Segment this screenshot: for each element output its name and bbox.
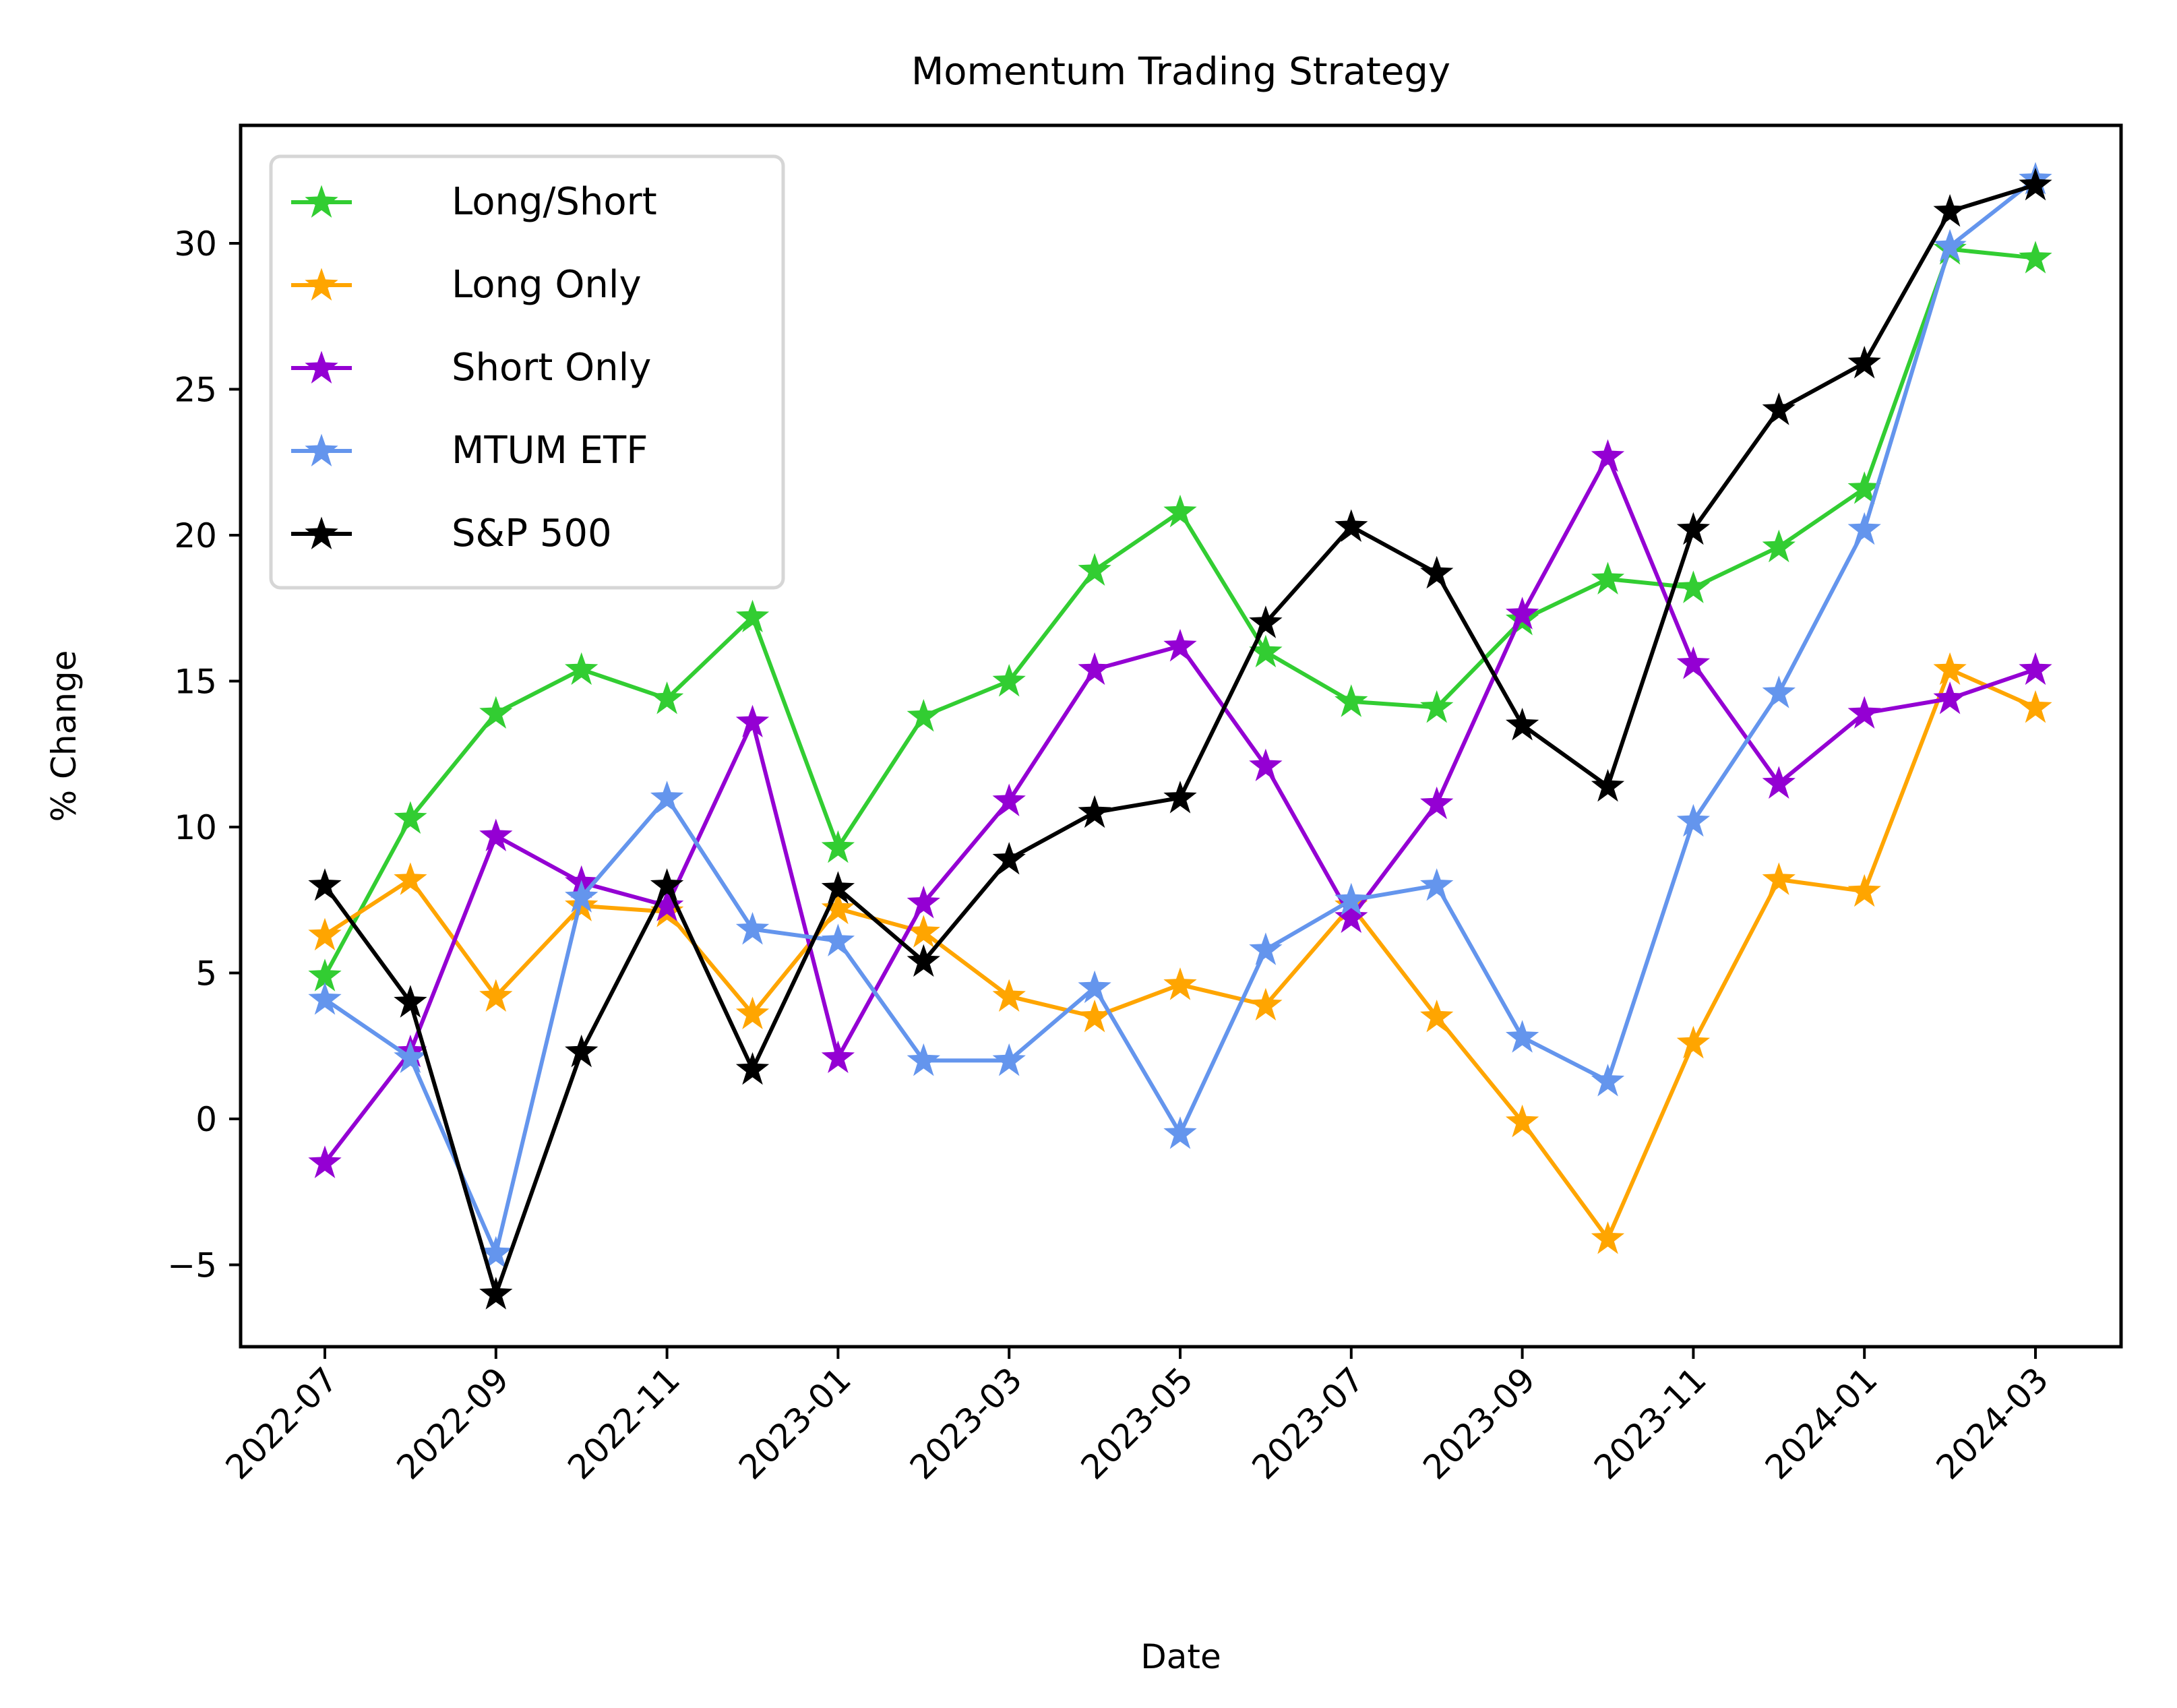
star-marker-icon xyxy=(1163,629,1197,662)
star-marker-icon xyxy=(907,699,940,732)
star-marker-icon xyxy=(992,979,1026,1012)
star-marker-icon xyxy=(1762,529,1796,563)
star-marker-icon xyxy=(1591,439,1625,472)
x-axis-label: Date xyxy=(1140,1637,1221,1676)
star-marker-icon xyxy=(565,1034,599,1068)
y-axis: −5 0 5 10 15 20 25 30 xyxy=(167,224,241,1285)
star-marker-icon xyxy=(1163,967,1197,1000)
series-s-p-500 xyxy=(308,167,2052,1310)
y-tick-label: 15 xyxy=(174,663,217,702)
star-marker-icon xyxy=(394,862,427,895)
star-marker-icon xyxy=(2019,690,2052,723)
series-line xyxy=(324,667,2037,1241)
star-marker-icon xyxy=(1933,652,1967,685)
x-tick-label: 2023-05 xyxy=(1074,1360,1201,1487)
y-axis-label: % Change xyxy=(44,650,84,822)
series-mtum-etf xyxy=(308,162,2052,1269)
legend-label: Long Only xyxy=(452,263,642,307)
star-marker-icon xyxy=(735,1051,770,1085)
legend-label: Long/Short xyxy=(452,180,657,224)
x-tick-label: 2022-11 xyxy=(560,1360,687,1487)
star-marker-icon xyxy=(1591,768,1625,802)
star-marker-icon xyxy=(1078,652,1111,685)
x-tick-label: 2022-09 xyxy=(390,1360,517,1487)
star-marker-icon xyxy=(308,868,342,901)
star-marker-icon xyxy=(1591,561,1625,594)
star-marker-icon xyxy=(1933,193,1967,227)
star-marker-icon xyxy=(1762,392,1796,425)
x-tick-label: 2022-07 xyxy=(218,1360,346,1487)
star-marker-icon xyxy=(1163,1116,1197,1149)
star-marker-icon xyxy=(1676,803,1711,837)
star-marker-icon xyxy=(2019,167,2052,201)
star-marker-icon xyxy=(1762,675,1796,708)
y-tick-label: 30 xyxy=(174,224,217,264)
x-tick-label: 2023-07 xyxy=(1245,1360,1372,1487)
star-marker-icon xyxy=(735,704,770,738)
x-tick-label: 2023-09 xyxy=(1415,1360,1543,1487)
star-marker-icon xyxy=(565,652,599,685)
star-marker-icon xyxy=(308,982,342,1015)
chart-title: Momentum Trading Strategy xyxy=(911,50,1450,94)
star-marker-icon xyxy=(1420,555,1454,589)
x-tick-label: 2023-03 xyxy=(902,1360,1030,1487)
legend-label: Short Only xyxy=(452,346,651,390)
x-tick-label: 2024-03 xyxy=(1929,1360,2056,1487)
star-marker-icon xyxy=(2019,652,2052,685)
legend-item-mtum-etf: MTUM ETF xyxy=(291,429,648,472)
star-marker-icon xyxy=(1676,512,1711,545)
y-tick-label: 25 xyxy=(174,371,217,410)
legend-item-long-short: Long/Short xyxy=(291,180,657,224)
star-marker-icon xyxy=(1163,494,1197,528)
star-marker-icon xyxy=(479,1277,513,1310)
star-marker-icon xyxy=(1847,512,1881,545)
star-marker-icon xyxy=(1420,868,1454,901)
legend-item-long-only: Long Only xyxy=(291,263,642,307)
star-marker-icon xyxy=(1762,862,1796,895)
series-short-only xyxy=(308,439,2052,1178)
y-tick-label: 5 xyxy=(195,954,217,994)
star-marker-icon xyxy=(1591,1064,1625,1097)
star-marker-icon xyxy=(992,842,1026,875)
star-marker-icon xyxy=(1762,766,1796,799)
legend-item-short-only: Short Only xyxy=(291,346,651,390)
legend: Long/Short Long Only Short Only MTUM ETF S&P… xyxy=(269,154,785,590)
star-marker-icon xyxy=(1676,646,1711,679)
series-long-only xyxy=(308,652,2052,1254)
x-axis: 2022-07 2022-09 2022-11 2023-01 2023-03 2023-… xyxy=(218,1347,2056,1487)
star-marker-icon xyxy=(1847,346,1881,379)
x-tick-label: 2023-01 xyxy=(731,1360,859,1487)
star-marker-icon xyxy=(1676,1025,1711,1059)
star-marker-icon xyxy=(821,1040,855,1074)
y-tick-label: 20 xyxy=(174,516,217,555)
series-layer xyxy=(308,162,2052,1310)
star-marker-icon xyxy=(735,912,770,945)
legend-label: S&P 500 xyxy=(452,512,612,555)
y-tick-label: 0 xyxy=(195,1100,217,1139)
y-tick-label: 10 xyxy=(174,808,217,847)
star-marker-icon xyxy=(1249,932,1283,965)
legend-item-s-p-500: S&P 500 xyxy=(291,512,612,555)
x-tick-label: 2023-11 xyxy=(1587,1360,1714,1487)
star-marker-icon xyxy=(1591,1221,1625,1254)
x-tick-label: 2024-01 xyxy=(1758,1360,1885,1487)
star-marker-icon xyxy=(821,830,855,863)
legend-frame xyxy=(269,154,785,590)
star-marker-icon xyxy=(1163,781,1197,814)
y-tick-label: −5 xyxy=(167,1246,217,1285)
star-marker-icon xyxy=(1505,1020,1539,1053)
legend-label: MTUM ETF xyxy=(452,429,648,472)
series-long-short xyxy=(308,232,2052,992)
star-marker-icon xyxy=(1420,786,1454,820)
star-marker-icon xyxy=(479,696,513,729)
star-marker-icon xyxy=(1249,748,1283,782)
star-marker-icon xyxy=(1078,553,1111,586)
star-marker-icon xyxy=(308,917,342,951)
star-marker-icon xyxy=(394,985,427,1018)
star-marker-icon xyxy=(479,818,513,851)
star-marker-icon xyxy=(992,783,1026,816)
